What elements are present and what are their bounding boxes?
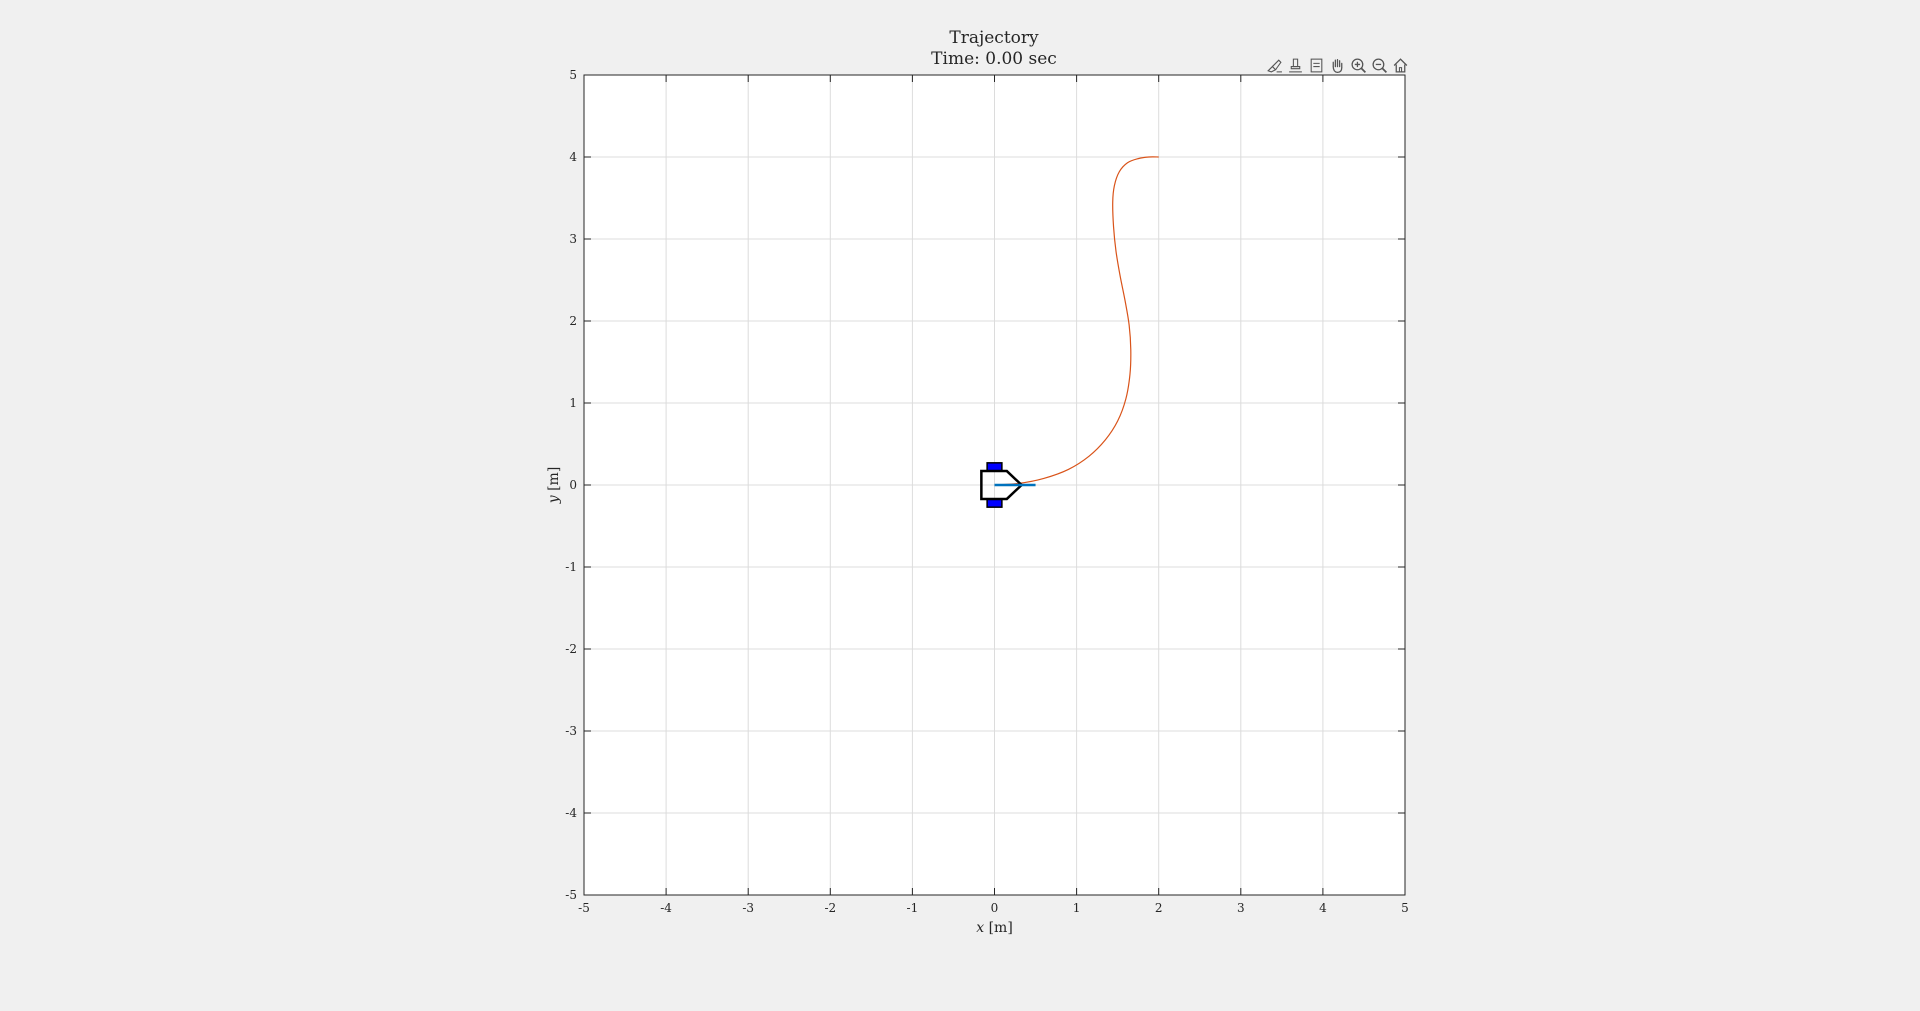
axes-toolbar [1264, 54, 1410, 76]
x-tick-label: -1 [907, 901, 919, 915]
robot-group [980, 462, 1036, 508]
y-tick-label: -2 [565, 642, 577, 656]
home-button[interactable] [1390, 55, 1410, 75]
data-layer [994, 156, 1159, 486]
y-tick-label: -1 [565, 560, 577, 574]
x-axis-label: x [m] [976, 920, 1013, 936]
x-tick-label: 0 [991, 901, 999, 915]
trajectory-line [994, 156, 1159, 486]
zoom-out-button[interactable] [1369, 55, 1389, 75]
y-tick-label: -4 [565, 806, 577, 820]
chart-subtitle: Time: 0.00 sec [931, 49, 1057, 69]
x-tick-label: 5 [1401, 901, 1409, 915]
data-tips-button[interactable] [1285, 55, 1305, 75]
robot-body [980, 469, 1024, 501]
x-tick-label: -4 [660, 901, 672, 915]
zoom-in-icon [1350, 57, 1366, 73]
x-tick-label: 2 [1155, 901, 1163, 915]
pan-button[interactable] [1327, 55, 1347, 75]
y-tick-label: 4 [569, 150, 577, 164]
x-tick-label: 3 [1237, 901, 1245, 915]
x-tick-label: -5 [578, 901, 590, 915]
y-tick-label: 2 [569, 314, 577, 328]
robot-marker [980, 462, 1036, 508]
y-tick-label: 0 [569, 478, 577, 492]
zoom-in-button[interactable] [1348, 55, 1368, 75]
y-tick-label: 1 [569, 396, 577, 410]
brush-icon [1266, 58, 1282, 72]
insert-legend-icon [1310, 58, 1322, 72]
y-tick-label: 3 [569, 232, 577, 246]
zoom-out-icon [1371, 57, 1387, 73]
x-tick-label: -2 [824, 901, 836, 915]
y-tick-label: 5 [569, 68, 577, 82]
home-icon [1393, 57, 1407, 73]
y-tick-label: -3 [565, 724, 577, 738]
data-tips-icon [1288, 58, 1302, 72]
axes-box [583, 74, 1406, 896]
axis-labels: -5 -4 -3 -2 -1 0 1 2 3 4 5 -5 -4 -3 -2 -1 0 1 2 3 4 5 x [m] y [… [546, 68, 1409, 936]
y-axis-label: y [m] [546, 467, 562, 505]
pan-icon [1332, 58, 1342, 73]
x-tick-label: 1 [1073, 901, 1081, 915]
chart-title: Trajectory [949, 28, 1039, 48]
insert-legend-button[interactable] [1306, 55, 1326, 75]
brush-button[interactable] [1264, 55, 1284, 75]
x-tick-label: -3 [742, 901, 754, 915]
x-tick-label: 4 [1319, 901, 1327, 915]
y-tick-label: -5 [565, 888, 577, 902]
